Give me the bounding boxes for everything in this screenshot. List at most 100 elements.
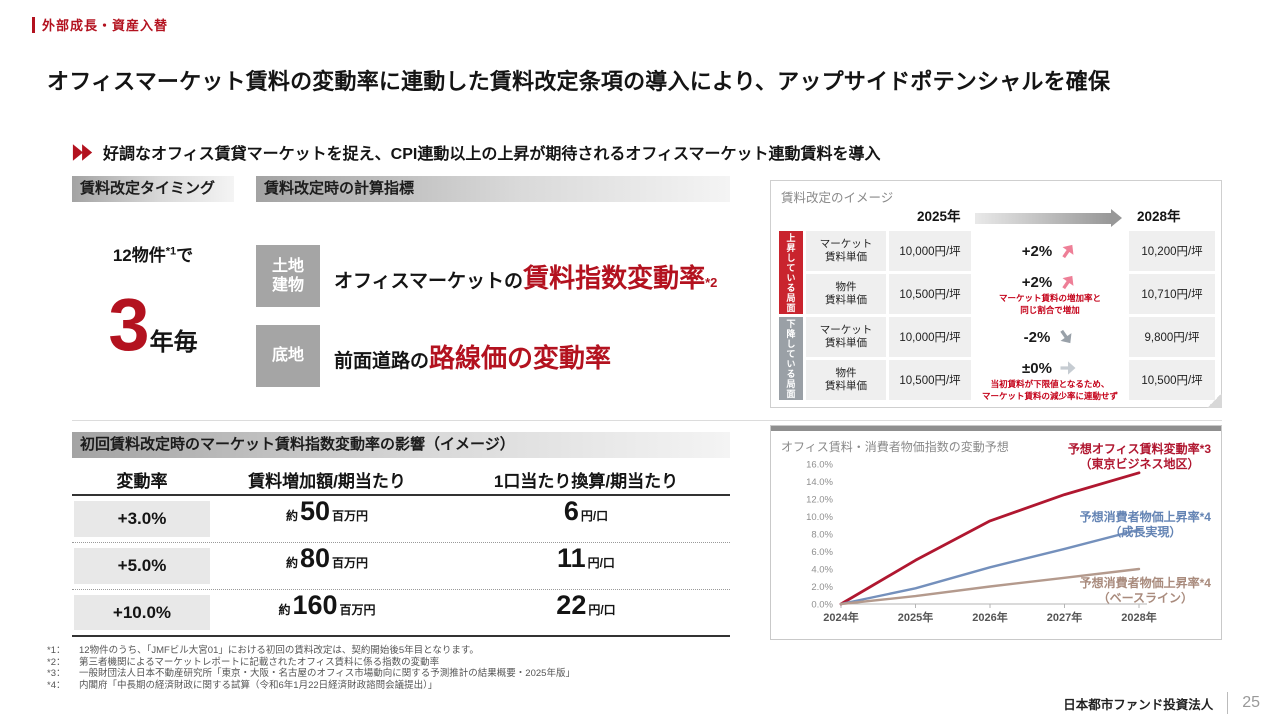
col-header-amount: 賃料増加額/期当たり: [248, 471, 406, 491]
per-unit-cell: 11 円/口: [442, 543, 730, 589]
change-value: +2%: [1021, 273, 1053, 291]
impact-table-header: 変動率 賃料増加額/期当たり 1口当たり換算/期当たり: [72, 464, 730, 496]
start-value: 10,000円/坪: [889, 231, 971, 271]
per-unit: 円/口: [580, 509, 609, 523]
change-cell: +2%: [974, 231, 1126, 271]
lead-text: 好調なオフィス賃貸マーケットを捉え、CPI連動以上の上昇が期待されるオフィスマー…: [103, 146, 881, 163]
year-start: 2025年: [917, 209, 961, 224]
calc-text: 前面道路の 路線価の変動率: [334, 338, 611, 375]
svg-text:2027年: 2027年: [1047, 610, 1082, 624]
row-name: マーケット 賃料単価: [806, 317, 886, 357]
page-title: オフィスマーケット賃料の変動率に連動した賃料改定条項の導入により、アップサイドポ…: [47, 69, 1111, 94]
panel-title: 賃料改定のイメージ: [781, 191, 894, 205]
timeline-arrow-icon: [975, 209, 1122, 227]
approx-label: 約: [285, 556, 298, 570]
svg-text:12.0%: 12.0%: [806, 495, 833, 506]
end-value: 9,800円/坪: [1129, 317, 1215, 357]
calc-prefix: 前面道路の: [334, 350, 430, 372]
svg-text:10.0%: 10.0%: [806, 512, 833, 523]
end-value: 10,500円/坪: [1129, 360, 1215, 400]
footnote-label: *3：: [47, 668, 66, 679]
footnote: *2： 第三者機関によるマーケットレポートに記載されたオフィス賃料に係る指数の変…: [47, 657, 575, 669]
leased-land-badge: 底地: [256, 325, 320, 387]
amount-value: 80: [299, 543, 331, 573]
legend-office-rent: 予想オフィス賃料変動率*3 （東京ビジネス地区）: [1068, 442, 1211, 472]
rising-phase-label: 上昇している局面: [779, 231, 803, 314]
per-unit-cell: 6 円/口: [442, 496, 730, 542]
legend-line1: 予想消費者物価上昇率*4: [1079, 576, 1211, 590]
change-note: マーケット賃料の増加率と 同じ割合で増加: [998, 293, 1101, 315]
legend-cpi-growth: 予想消費者物価上昇率*4 （成長実現）: [1080, 510, 1211, 540]
calc-row-land-building: 土地 建物 オフィスマーケットの 賃料指数変動率 *2: [256, 245, 717, 307]
footnotes: *1： 12物件のうち、「JMFビル大宮01」における初回の賃料改定は、契約開始…: [47, 645, 575, 691]
footer: 日本都市ファンド投資法人 25: [1063, 692, 1260, 714]
falling-phase-label: 下降している局面: [779, 317, 803, 400]
table-row: +5.0% 約 80 百万円 11 円/口: [72, 543, 730, 590]
footnote-text: 12物件のうち、「JMFビル大宮01」における初回の賃料改定は、契約開始後5年目…: [79, 645, 479, 656]
land-building-badge: 土地 建物: [256, 245, 320, 307]
page-number: 25: [1242, 694, 1260, 711]
year-end: 2028年: [1137, 209, 1181, 224]
row-name: 物件 賃料単価: [806, 360, 886, 400]
category-accent-bar: [32, 17, 35, 33]
row-name: マーケット 賃料単価: [806, 231, 886, 271]
change-value: ±0%: [1022, 359, 1052, 377]
svg-text:0.0%: 0.0%: [811, 600, 833, 611]
footnote-text: 一般財団法人日本不動産研究所「東京・大阪・名古屋のオフィス市場動向に関する予測推…: [79, 668, 575, 679]
footnote-text: 第三者機関によるマーケットレポートに記載されたオフィス賃料に係る指数の変動率: [79, 656, 440, 668]
lead-statement: 好調なオフィス賃貸マーケットを捉え、CPI連動以上の上昇が期待されるオフィスマー…: [72, 140, 881, 164]
end-value: 10,710円/坪: [1129, 274, 1215, 314]
category-tag: 外部成長・資産入替: [42, 18, 169, 33]
property-count-text: 12物件: [112, 246, 166, 265]
calc-text: オフィスマーケットの 賃料指数変動率 *2: [334, 258, 717, 295]
calc-highlight: 路線価の変動率: [429, 342, 612, 373]
footer-divider: [1227, 692, 1229, 714]
row-name: 物件 賃料単価: [806, 274, 886, 314]
svg-text:4.0%: 4.0%: [811, 565, 833, 576]
amount-cell: 約 50 百万円: [212, 496, 442, 542]
end-value: 10,200円/坪: [1129, 231, 1215, 271]
footnote: *4： 内閣府「中長期の経済財政に関する試算（令和6年1月22日経済財政諮問会議…: [47, 680, 575, 692]
change-cell: +2% マーケット賃料の増加率と 同じ割合で増加: [974, 273, 1126, 315]
per-unit: 円/口: [588, 603, 616, 617]
timing-header: 賃料改定タイミング: [72, 176, 234, 202]
forecast-chart-panel: オフィス賃料・消費者物価指数の変動予想 16.0% 14.0% 12.0% 10.0%…: [770, 425, 1222, 640]
rate-cell: +3.0%: [74, 501, 210, 537]
bullet-arrow-icon: [72, 143, 93, 161]
svg-text:2024年: 2024年: [823, 610, 858, 624]
per-value: 22: [556, 590, 587, 620]
footnote: *3： 一般財団法人日本不動産研究所「東京・大阪・名古屋のオフィス市場動向に関す…: [47, 668, 575, 680]
trend-down-icon: [1060, 329, 1072, 344]
svg-text:6.0%: 6.0%: [811, 547, 833, 558]
revision-cycle: 3 年毎: [72, 287, 234, 361]
col-header-rate: 変動率: [116, 471, 168, 491]
start-value: 10,500円/坪: [889, 360, 971, 400]
trend-up-icon: [1062, 276, 1074, 290]
per-unit-cell: 22 円/口: [442, 590, 730, 635]
change-note: 当初賃料が下限値となるため、 マーケット賃料の減少率に連動せず: [981, 379, 1118, 401]
timeline-arrow-bar: [975, 212, 1111, 224]
calc-highlight: 賃料指数変動率: [523, 262, 706, 293]
legend-line1: 予想消費者物価上昇率*4: [1079, 510, 1211, 524]
legend-line2: （東京ビジネス地区）: [1079, 457, 1200, 471]
trend-up-icon: [1062, 244, 1074, 259]
footnote-ref-1: *1: [165, 245, 177, 258]
legend-cpi-baseline: 予想消費者物価上昇率*4 （ベースライン）: [1080, 576, 1211, 606]
svg-text:14.0%: 14.0%: [806, 477, 833, 488]
col-header-per-unit: 1口当たり換算/期当たり: [493, 471, 679, 491]
amount-unit: 百万円: [332, 556, 369, 570]
impact-title: 初回賃料改定時のマーケット賃料指数変動率の影響（イメージ）: [72, 432, 730, 458]
company-name: 日本都市ファンド投資法人: [1063, 697, 1214, 712]
cycle-unit: 年毎: [149, 329, 198, 356]
footnote-label: *1：: [47, 645, 66, 656]
svg-text:2.0%: 2.0%: [811, 582, 833, 593]
calc-row-leased-land: 底地 前面道路の 路線価の変動率: [256, 325, 611, 387]
property-count-suffix: で: [176, 246, 194, 265]
amount-unit: 百万円: [332, 509, 369, 523]
footnote-text: 内閣府「中長期の経済財政に関する試算（令和6年1月22日経済財政諮問会議提出）」: [79, 679, 438, 691]
amount-unit: 百万円: [339, 603, 376, 617]
line-chart: 16.0% 14.0% 12.0% 10.0% 8.0% 6.0% 4.0% 2.0% 0.0%…: [806, 460, 1157, 625]
svg-text:16.0%: 16.0%: [806, 460, 833, 471]
svg-text:2026年: 2026年: [972, 610, 1007, 624]
change-value: -2%: [1023, 328, 1051, 346]
